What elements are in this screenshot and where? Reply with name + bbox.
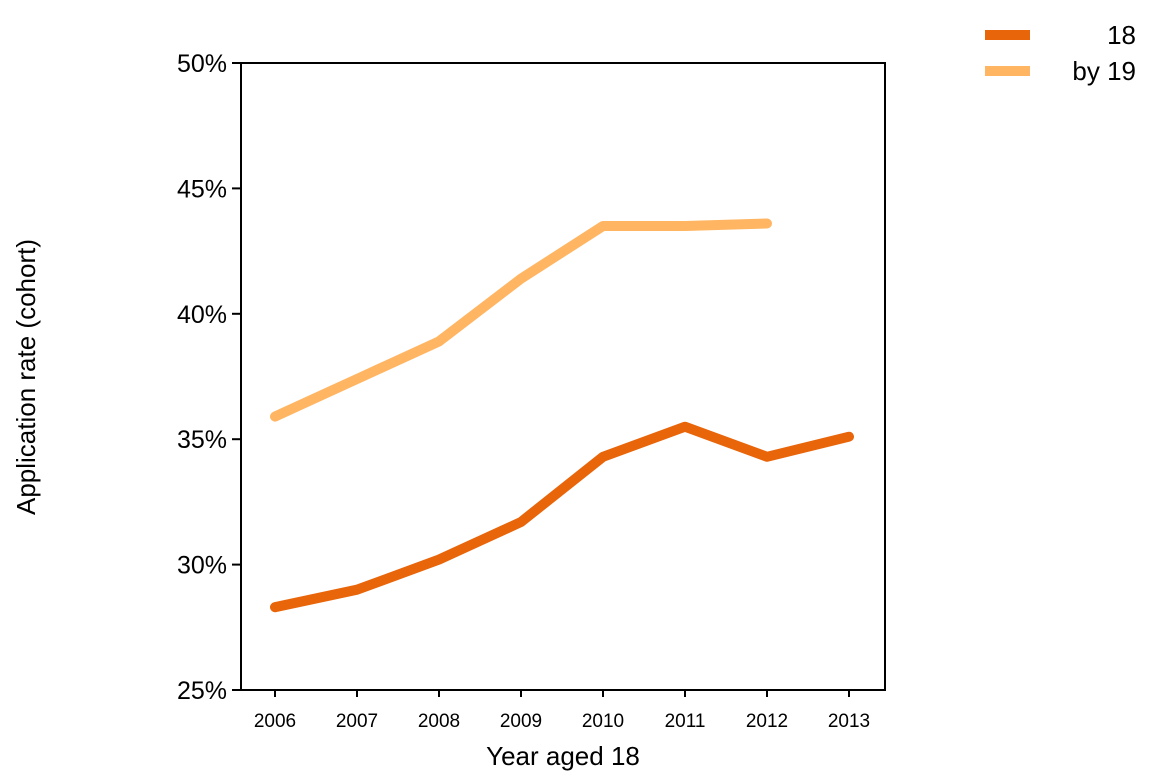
x-tick-label: 2007 bbox=[336, 711, 378, 732]
data-point bbox=[356, 589, 358, 591]
y-tick-label: 40% bbox=[177, 301, 227, 329]
data-point bbox=[520, 521, 522, 523]
y-tick-label: 35% bbox=[177, 426, 227, 454]
data-point bbox=[766, 456, 768, 458]
y-axis: 25% 30% 35% 40% 45% 50% bbox=[177, 50, 241, 705]
data-point bbox=[602, 456, 604, 458]
y-axis-title: Application rate (cohort) bbox=[11, 239, 41, 515]
data-point bbox=[602, 225, 604, 227]
series-line-0 bbox=[270, 421, 854, 613]
y-tick-label: 30% bbox=[177, 552, 227, 580]
data-point bbox=[848, 436, 850, 438]
data-point bbox=[438, 340, 440, 342]
x-tick-label: 2008 bbox=[418, 711, 460, 732]
y-tick-label: 50% bbox=[177, 50, 227, 78]
x-tick-label: 2006 bbox=[254, 711, 296, 732]
data-point bbox=[684, 426, 686, 428]
x-axis-title: Year aged 18 bbox=[486, 741, 640, 771]
y-tick-label: 45% bbox=[177, 175, 227, 203]
series-line-1 bbox=[270, 218, 772, 422]
legend-label: 18 bbox=[1107, 20, 1136, 50]
data-point bbox=[274, 416, 276, 418]
y-tick-label: 25% bbox=[177, 677, 227, 705]
data-point bbox=[520, 278, 522, 280]
data-point bbox=[438, 559, 440, 561]
series-layer bbox=[270, 218, 854, 613]
x-tick-label: 2009 bbox=[500, 711, 542, 732]
data-point bbox=[274, 606, 276, 608]
x-tick-label: 2012 bbox=[746, 711, 788, 732]
x-tick-label: 2011 bbox=[665, 711, 706, 732]
data-point bbox=[356, 378, 358, 380]
x-tick-label: 2013 bbox=[828, 711, 870, 732]
x-axis: 2006 2007 2008 2009 2010 2011 2012 2013 bbox=[254, 690, 870, 732]
x-tick-label: 2010 bbox=[582, 711, 624, 732]
legend-label: by 19 bbox=[1072, 56, 1136, 86]
data-point bbox=[684, 225, 686, 227]
legend: 18 by 19 bbox=[985, 20, 1136, 86]
plot-frame bbox=[240, 62, 886, 691]
data-point bbox=[766, 223, 768, 225]
